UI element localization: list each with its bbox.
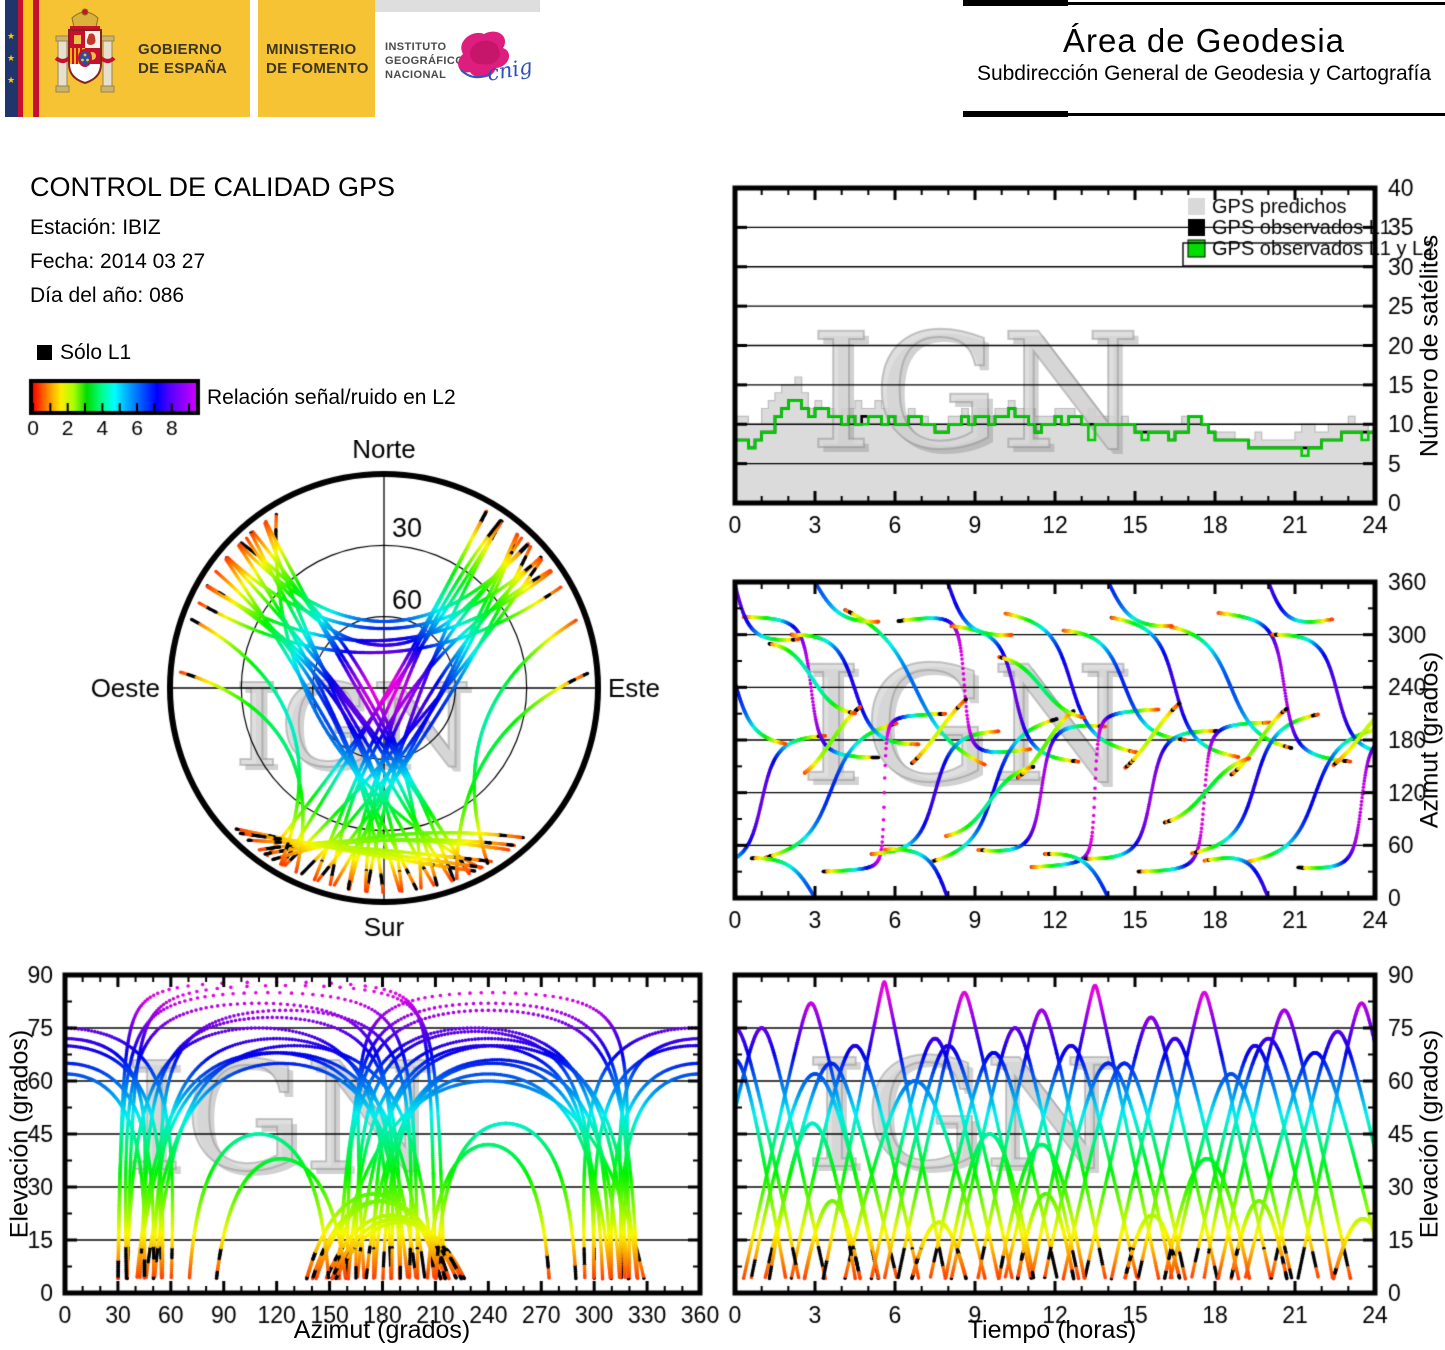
header-gray-strip — [375, 0, 540, 12]
azimuth-y-axis-title: Azimut (grados) — [1415, 651, 1444, 829]
elevation-azimuth-y-axis-title: Elevación (grados) — [5, 1029, 34, 1239]
colorbar-label: Relación señal/ruido en L2 — [207, 386, 456, 409]
ign-wordmark: INSTITUTO GEOGRÁFICO NACIONAL — [385, 41, 465, 81]
satellites-y-axis-title: Número de satélites — [1415, 234, 1444, 458]
gobierno-line1: GOBIERNO — [138, 41, 223, 58]
eu-spain-flag-icon: ★ ★ ★ — [5, 0, 39, 117]
spain-coat-of-arms-icon — [54, 8, 116, 93]
station-line: Estación: IBIZ — [30, 216, 161, 239]
page-title: CONTROL DE CALIDAD GPS — [30, 172, 396, 202]
satellite-count-canvas — [700, 165, 1445, 555]
solo-l1-label: Sólo L1 — [60, 341, 132, 364]
ministerio-line2: DE FOMENTO — [266, 60, 369, 77]
elevation-azimuth-canvas — [0, 950, 720, 1350]
elevation-time-x-axis-title: Tiempo (horas) — [967, 1316, 1137, 1344]
azimuth-time-canvas — [700, 560, 1445, 940]
eu-flag-stars: ★ ★ ★ — [5, 0, 18, 117]
gobierno-line2: DE ESPAÑA — [138, 60, 228, 77]
area-title: Área de Geodesia — [1062, 22, 1345, 59]
elevation-azimuth-x-axis-title: Azimut (grados) — [293, 1316, 471, 1344]
area-subtitle: Subdirección General de Geodesia y Carto… — [976, 62, 1432, 85]
ministerio-banner: MINISTERIO DE FOMENTO — [258, 0, 375, 117]
gobierno-banner: GOBIERNO DE ESPAÑA — [39, 0, 250, 117]
elevation-time-y-axis-title: Elevación (grados) — [1415, 1029, 1444, 1239]
cnig-logo-icon — [458, 31, 510, 79]
skyplot-canvas — [80, 440, 700, 950]
area-top-rule — [963, 2, 1445, 5]
area-bottom-rule — [963, 113, 1445, 116]
snr-colorbar — [20, 375, 270, 445]
date-line: Fecha: 2014 03 27 — [30, 250, 206, 273]
ministerio-line1: MINISTERIO — [266, 41, 357, 58]
elevation-time-canvas — [700, 950, 1445, 1350]
doy-line: Día del año: 086 — [30, 284, 185, 307]
solo-l1-swatch-icon — [37, 345, 52, 360]
